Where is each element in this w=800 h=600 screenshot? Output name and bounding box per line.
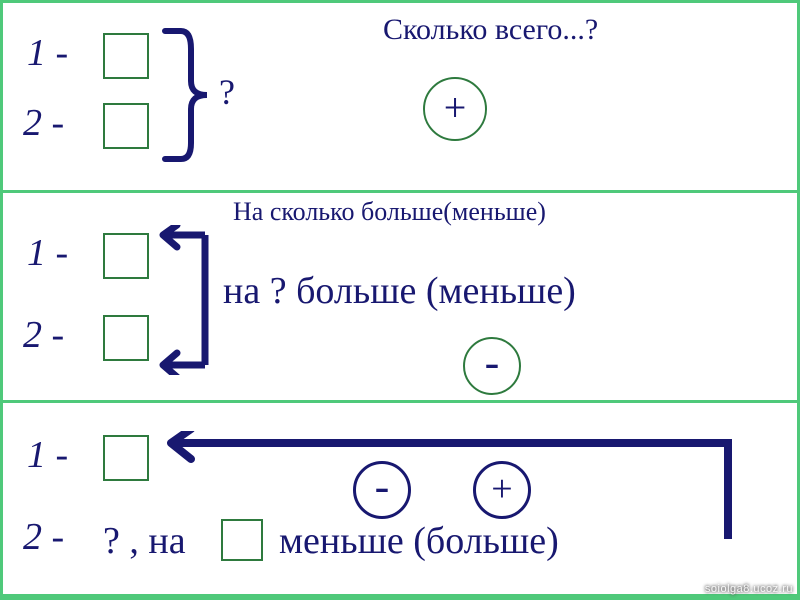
- row2-label-1: 1 -: [27, 231, 68, 275]
- row3-q: ? , на: [103, 519, 186, 563]
- row2-box-2: [103, 315, 149, 361]
- row3-label-2: 2 -: [23, 515, 64, 559]
- minus-icon: -: [485, 338, 500, 387]
- row3-op-minus: -: [353, 461, 411, 519]
- row1-question-mark: ?: [219, 71, 235, 113]
- row3-tail: меньше (больше): [279, 519, 559, 563]
- row3-inline-box: [221, 519, 263, 561]
- row2-label-2: 2 -: [23, 313, 64, 357]
- row3-op-plus: +: [473, 461, 531, 519]
- row3-label-1: 1 -: [27, 433, 68, 477]
- row2-box-1: [103, 233, 149, 279]
- row1-box-1: [103, 33, 149, 79]
- row1-title: Сколько всего...?: [383, 13, 598, 47]
- row2-main-text: на ? больше (меньше): [223, 269, 576, 313]
- row1-op-plus: +: [423, 77, 487, 141]
- row1-label-2: 2 -: [23, 101, 64, 145]
- watermark: soiolga8.ucoz.ru: [705, 583, 793, 595]
- row-3: 1 - 2 - ? , на меньше (больше) - +: [3, 403, 797, 597]
- plus-icon: +: [491, 468, 512, 510]
- plus-icon: +: [444, 85, 467, 130]
- row1-box-2: [103, 103, 149, 149]
- row-2: 1 - 2 - На сколько больше(меньше) на ? б…: [3, 193, 797, 403]
- row1-label-1: 1 -: [27, 31, 68, 75]
- row2-op-minus: -: [463, 337, 521, 395]
- minus-icon: -: [375, 462, 390, 511]
- row2-small-title: На сколько больше(меньше): [233, 197, 546, 227]
- row-1: 1 - 2 - ? Сколько всего...? +: [3, 3, 797, 193]
- page: 1 - 2 - ? Сколько всего...? + 1 - 2 - На…: [0, 0, 800, 600]
- row3-box-1: [103, 435, 149, 481]
